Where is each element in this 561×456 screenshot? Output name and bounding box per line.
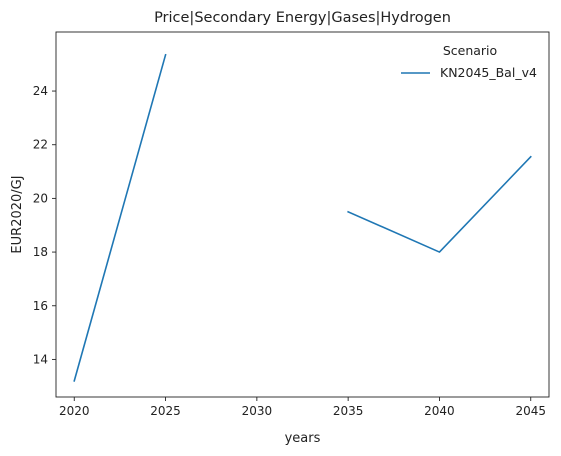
x-tick-label-2025: 2025: [150, 404, 181, 418]
y-tick-label-20: 20: [33, 191, 48, 205]
x-tick-label-2030: 2030: [242, 404, 273, 418]
legend-title: Scenario: [443, 43, 497, 58]
x-tick-label-2045: 2045: [515, 404, 546, 418]
plot-area: [73, 53, 532, 382]
axes: 2020 2025 2030 2035 2040 2045 14 16 18 20 22 24: [33, 31, 550, 418]
y-axis-label: EUR2020/GJ: [10, 175, 25, 253]
x-tick-label-2040: 2040: [424, 404, 455, 418]
series-line-0-segment-1: [347, 155, 532, 253]
legend-label-kn2045-bal-v4: KN2045_Bal_v4: [440, 65, 537, 80]
y-tick-label-24: 24: [33, 84, 48, 98]
series-line-0-segment-0: [73, 53, 167, 382]
y-tick-label-18: 18: [33, 245, 48, 259]
y-tick-label-22: 22: [33, 138, 48, 152]
y-tick-label-14: 14: [33, 352, 48, 366]
plot-frame: [55, 31, 550, 398]
chart-title: Price|Secondary Energy|Gases|Hydrogen: [154, 10, 451, 26]
x-axis-label: years: [285, 431, 321, 446]
x-tick-label-2020: 2020: [59, 404, 90, 418]
x-tick-label-2035: 2035: [333, 404, 364, 418]
y-tick-label-16: 16: [33, 299, 48, 313]
legend: Scenario KN2045_Bal_v4: [401, 43, 537, 80]
